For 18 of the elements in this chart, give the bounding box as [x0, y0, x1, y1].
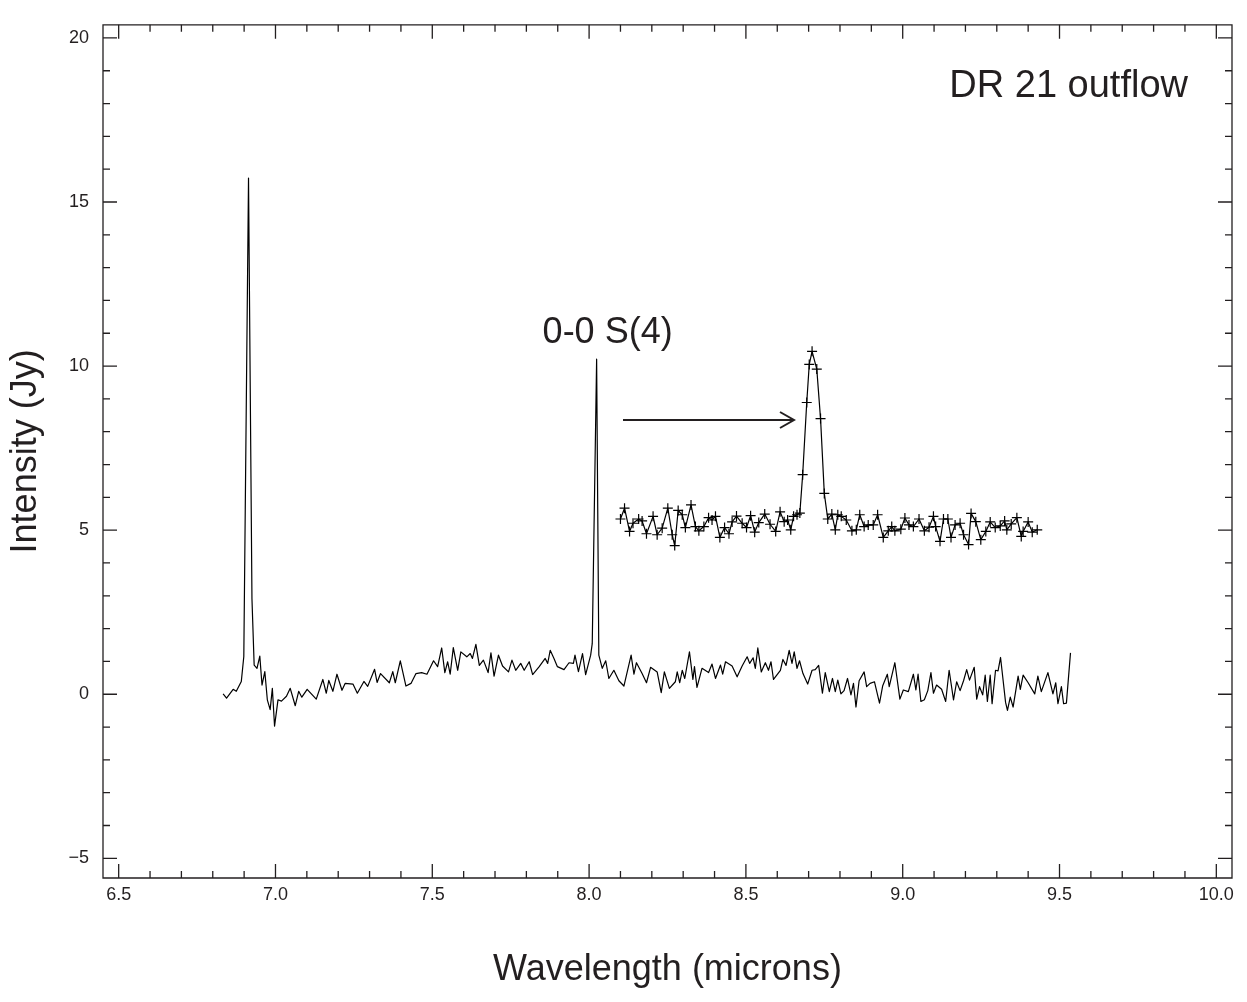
x-tick-label: 8.5	[733, 883, 759, 904]
x-tick-label: 9.5	[1047, 883, 1073, 904]
annotation: DR 21 outflow	[949, 63, 1189, 106]
x-tick-label: 6.5	[106, 883, 132, 904]
x-tick-label: 7.5	[419, 883, 445, 904]
y-tick-label: −5	[68, 847, 89, 868]
x-axis-title: Wavelength (microns)	[493, 947, 842, 989]
y-tick-label: 10	[68, 355, 89, 376]
x-tick-label: 8.0	[576, 883, 602, 904]
x-tick-label: 9.0	[890, 883, 916, 904]
y-tick-label: 15	[68, 190, 89, 211]
x-tick-label: 7.0	[262, 883, 288, 904]
x-tick-label: 10.0	[1198, 883, 1234, 904]
y-tick-label: 0	[78, 683, 89, 704]
annotation: 0-0 S(4)	[542, 310, 673, 352]
y-axis-title: Intensity (Jy)	[2, 349, 44, 554]
y-tick-label: 20	[68, 26, 89, 47]
y-tick-label: 5	[78, 519, 89, 540]
